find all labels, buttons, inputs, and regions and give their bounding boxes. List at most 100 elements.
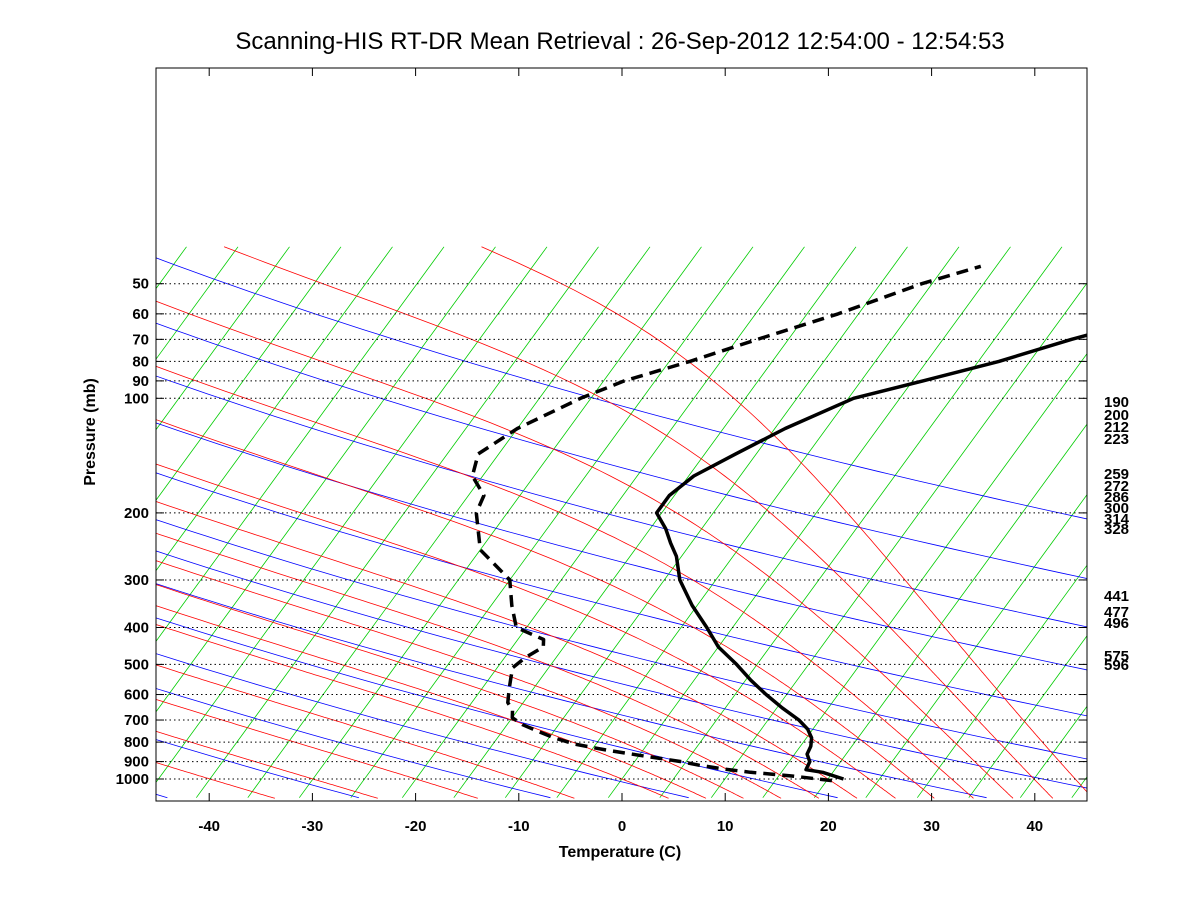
dry-adiabat-line	[156, 617, 838, 799]
dry-adiabat-line	[156, 583, 987, 799]
x-tick-label: 20	[820, 818, 837, 835]
adiabat-label: 272	[1104, 478, 1129, 495]
adiabat-label: 300	[1104, 500, 1129, 517]
isotherm-line	[195, 246, 599, 798]
isotherm-line	[0, 247, 135, 798]
isotherm-line	[156, 246, 445, 642]
adiabat-label: 441	[1104, 588, 1129, 605]
dry-adiabat-line	[156, 653, 689, 799]
dry-adiabat-line	[156, 375, 1087, 628]
isotherm-line	[298, 246, 702, 798]
isotherm-line	[156, 246, 187, 290]
isotherm-line	[504, 246, 908, 798]
plot-frame	[155, 67, 1088, 802]
moist-adiabat-line	[156, 698, 478, 799]
moist-adiabat-line	[481, 246, 1087, 793]
dry-adiabat-line	[156, 257, 1087, 520]
isotherm-line	[0, 247, 32, 798]
adiabat-label: 314	[1104, 511, 1130, 528]
y-axis-title: Pressure (mb)	[82, 378, 99, 486]
y-tick-label: 50	[132, 276, 149, 293]
isotherm-line	[156, 246, 342, 501]
moist-adiabat-line	[156, 365, 974, 799]
dry-adiabat-line	[156, 422, 1087, 671]
isotherm-line	[401, 246, 805, 798]
isotherm-line	[0, 247, 84, 798]
y-tick-label: 90	[132, 373, 149, 390]
y-tick-label: 60	[132, 306, 149, 323]
isotherm-line	[1175, 247, 1200, 798]
isotherm-line	[156, 246, 393, 572]
adiabat-label: 596	[1104, 657, 1129, 674]
y-tick-label: 70	[132, 331, 149, 348]
dry-adiabat-line	[156, 472, 1087, 717]
moist-adiabat-line	[156, 419, 935, 799]
moist-adiabat-line	[156, 532, 820, 799]
isotherm-line	[1071, 776, 1087, 798]
isotherm-line	[659, 246, 1063, 798]
y-tick-label: 700	[124, 712, 149, 729]
adiabat-label: 212	[1104, 419, 1129, 436]
y-tick-label: 300	[124, 572, 149, 589]
moist-adiabat-line	[156, 730, 378, 799]
isotherm-line	[813, 423, 1087, 798]
moist-adiabat-line	[156, 664, 575, 799]
isotherm-line	[710, 282, 1087, 798]
isotherm-line	[350, 246, 754, 798]
moist-adiabat-line	[156, 605, 707, 799]
y-tick-label: 400	[124, 620, 149, 637]
dry-adiabat-line	[156, 739, 360, 799]
dry-adiabat-line	[156, 688, 551, 799]
x-tick-label: -40	[198, 818, 220, 835]
y-tick-label: 500	[124, 656, 149, 673]
y-tick-label: 900	[124, 754, 149, 771]
x-axis-title: Temperature (C)	[559, 844, 681, 861]
dry-adiabat-line	[156, 519, 1087, 760]
y-tick-label: 80	[132, 353, 149, 370]
y-tick-label: 200	[124, 505, 149, 522]
adiabat-label: 200	[1104, 407, 1129, 424]
moist-adiabat-line	[156, 624, 669, 799]
moist-adiabat-line	[156, 584, 744, 799]
isotherm-line	[607, 246, 1011, 798]
isotherm-line	[1123, 247, 1200, 798]
dry-adiabat-line	[0, 247, 50, 798]
y-tick-label: 800	[124, 734, 149, 751]
adiabat-label: 190	[1104, 394, 1129, 411]
isotherm-line	[156, 246, 290, 431]
dry-adiabat-line	[156, 322, 1087, 579]
adiabat-label: 223	[1104, 431, 1129, 448]
adiabat-label: 328	[1104, 521, 1129, 538]
x-tick-label: -10	[508, 818, 530, 835]
isotherm-line	[968, 635, 1087, 798]
moist-adiabat-line	[223, 246, 1054, 799]
adiabat-label: 477	[1104, 604, 1129, 621]
x-tick-label: 0	[618, 818, 626, 835]
isotherm-line	[453, 246, 857, 798]
dewpoint-profile-line	[470, 264, 982, 783]
isotherm-line	[865, 494, 1087, 798]
x-tick-label: 10	[717, 818, 734, 835]
adiabat-label: 286	[1104, 489, 1129, 506]
y-tick-label: 1000	[116, 771, 149, 788]
chart-title: Scanning-HIS RT-DR Mean Retrieval : 26-S…	[235, 28, 1005, 55]
moist-adiabat-line	[156, 762, 276, 799]
isotherm-line	[156, 246, 239, 360]
isotherm-line	[156, 246, 496, 713]
isotherm-line	[556, 246, 960, 798]
x-tick-label: 30	[923, 818, 940, 835]
adiabat-label: 575	[1104, 648, 1129, 665]
isotherm-line	[247, 246, 651, 798]
x-tick-label: -20	[405, 818, 427, 835]
dry-adiabat-line	[156, 550, 1087, 789]
adiabat-label: 496	[1104, 615, 1129, 632]
moist-adiabat-line	[156, 463, 896, 799]
moist-adiabat-line	[156, 300, 1014, 799]
y-tick-label: 100	[124, 390, 149, 407]
x-tick-label: 40	[1026, 818, 1043, 835]
temperature-profile-line	[654, 333, 1087, 781]
y-tick-label: 600	[124, 687, 149, 704]
isotherm-line	[916, 564, 1087, 798]
x-tick-label: -30	[302, 818, 324, 835]
